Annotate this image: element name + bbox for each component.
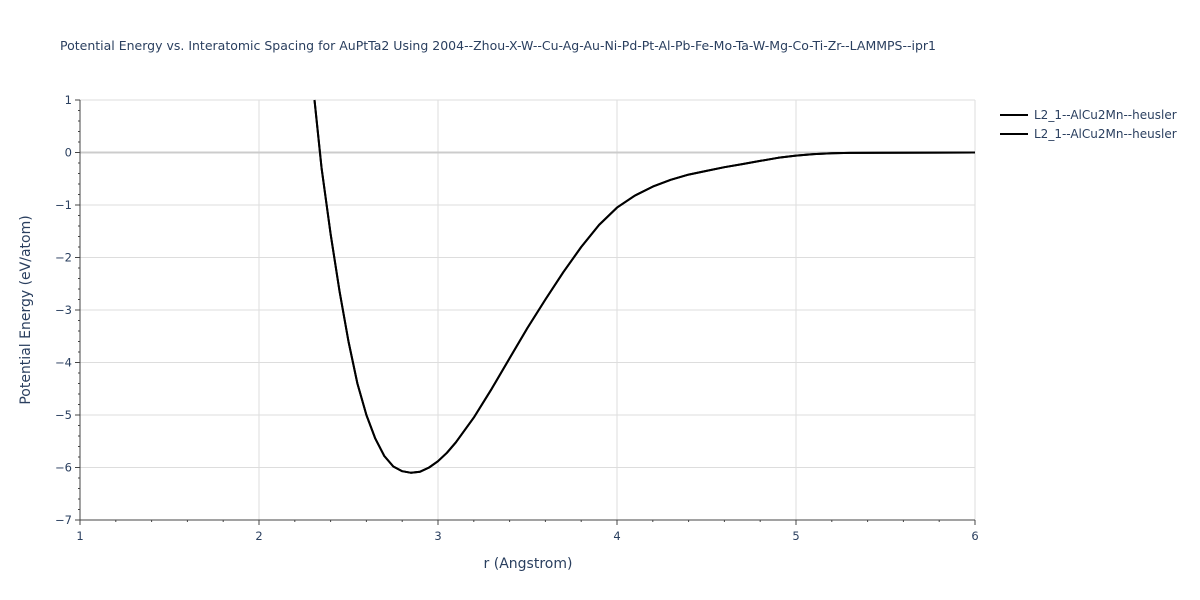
chart-title: Potential Energy vs. Interatomic Spacing… (60, 38, 936, 53)
plot-area (313, 99, 976, 474)
legend-item[interactable]: L2_1--AlCu2Mn--heusler (1000, 127, 1177, 141)
x-tick-label: 2 (255, 529, 262, 543)
y-tick-label: 0 (65, 146, 72, 160)
axes: 1 2 3 4 5 6 1 0 −1 −2 −3 −4 −5 −6 −7 (55, 93, 979, 543)
grid (80, 99, 976, 520)
series-line-1 (313, 99, 976, 474)
y-axis-title: Potential Energy (eV/atom) (18, 215, 34, 404)
legend: L2_1--AlCu2Mn--heusler L2_1--AlCu2Mn--heu… (1000, 108, 1177, 141)
x-tick-label: 3 (434, 529, 441, 543)
x-tick-label: 5 (792, 529, 799, 543)
y-tick-label: −3 (55, 303, 72, 317)
legend-label: L2_1--AlCu2Mn--heusler (1034, 127, 1177, 141)
x-tick-label: 4 (613, 529, 620, 543)
y-tick-label: −1 (55, 198, 72, 212)
y-tick-label: −6 (55, 461, 72, 475)
x-axis-title: r (Angstrom) (484, 556, 573, 572)
y-tick-label: −5 (55, 408, 72, 422)
legend-label: L2_1--AlCu2Mn--heusler (1034, 108, 1177, 122)
y-tick-label: −2 (55, 251, 72, 265)
y-tick-label: 1 (65, 93, 72, 107)
y-tick-label: −4 (55, 356, 72, 370)
legend-item[interactable]: L2_1--AlCu2Mn--heusler (1000, 108, 1177, 122)
x-tick-label: 1 (76, 529, 83, 543)
y-tick-label: −7 (55, 513, 72, 527)
x-tick-label: 6 (971, 529, 978, 543)
series-line-2 (313, 99, 976, 474)
